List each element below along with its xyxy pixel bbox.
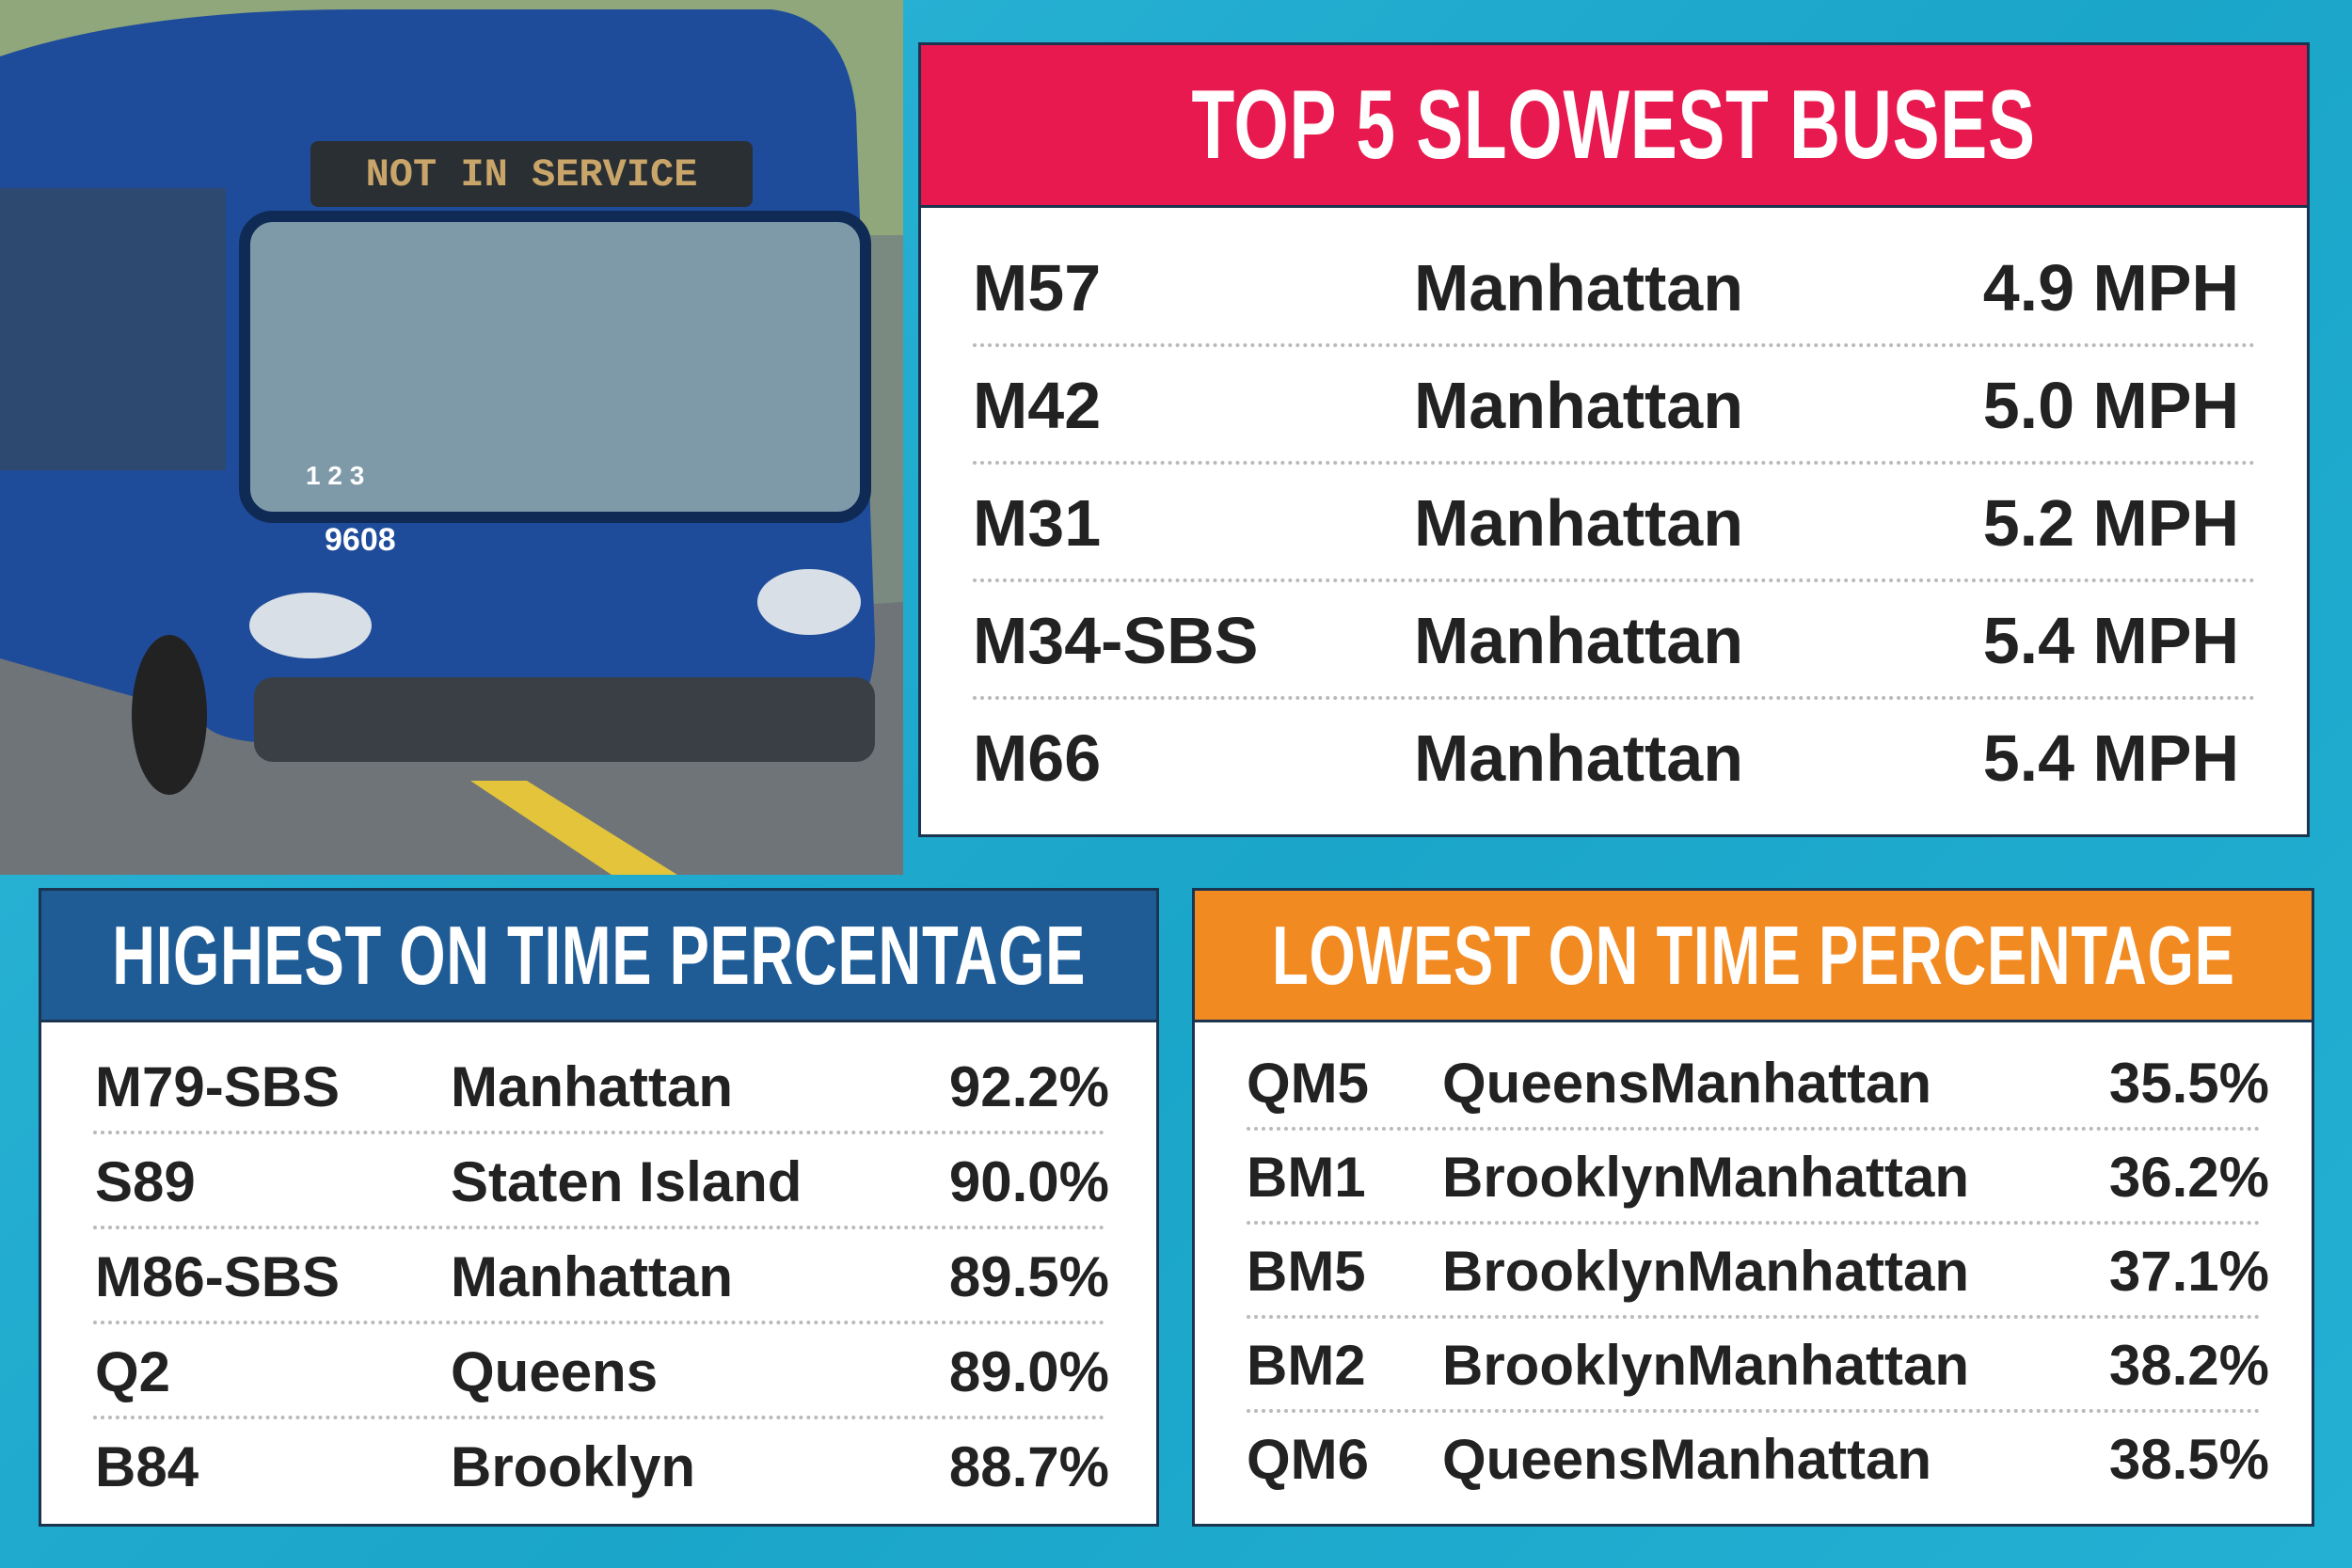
borough: Manhattan — [1414, 369, 1743, 442]
windshield — [239, 211, 871, 523]
panel-title: LOWEST ON TIME PERCENTAGE — [1271, 908, 2235, 1002]
borough: Manhattan — [451, 1055, 733, 1118]
table-row: BM1 BrooklynManhattan 36.2% — [1247, 1131, 2269, 1225]
borough: Manhattan — [1414, 721, 1743, 795]
borough: Queens — [451, 1340, 659, 1403]
route: QM6 — [1247, 1428, 1370, 1491]
table-row: BM5 BrooklynManhattan 37.1% — [1247, 1225, 2269, 1319]
table-row: M57 Manhattan 4.9 MPH — [973, 230, 2255, 347]
table-row: BM2 BrooklynManhattan 38.2% — [1247, 1319, 2269, 1413]
route: BM2 — [1247, 1334, 1366, 1397]
figure: 35.5% — [2108, 1052, 2269, 1115]
figure: 38.2% — [2108, 1334, 2269, 1397]
figure: 5.4 MPH — [1982, 721, 2239, 795]
table-row: M86-SBS Manhattan 89.5% — [93, 1229, 1109, 1324]
borough: Brooklyn — [451, 1435, 696, 1498]
figure: 5.2 MPH — [1982, 486, 2239, 560]
side-windows — [0, 188, 226, 470]
highest-panel: HIGHEST ON TIME PERCENTAGE M79-SBS Manhatt… — [39, 888, 1159, 1527]
headlight — [757, 569, 861, 635]
borough: Manhattan — [1414, 486, 1743, 560]
table-row: QM5 QueensManhattan 35.5% — [1247, 1037, 2269, 1131]
slowest-panel: TOP 5 SLOWEST BUSES M57 Manhattan 4.9 MPH M4… — [918, 42, 2310, 837]
lowest-panel: LOWEST ON TIME PERCENTAGE QM5 QueensManhat… — [1192, 888, 2314, 1527]
route: M79-SBS — [95, 1055, 341, 1118]
bus-number: 9608 — [325, 522, 396, 558]
route: M86-SBS — [95, 1245, 341, 1308]
bus-photo: NOT IN SERVICE 9608 1 2 3 — [0, 0, 903, 875]
panel-header: TOP 5 SLOWEST BUSES — [921, 45, 2307, 208]
figure: 90.0% — [948, 1150, 1109, 1213]
borough: Manhattan — [451, 1245, 733, 1308]
route: M42 — [973, 369, 1102, 442]
route: M57 — [973, 251, 1102, 325]
figure: 36.2% — [2108, 1146, 2269, 1209]
borough: Manhattan — [1414, 604, 1743, 677]
panel-header: HIGHEST ON TIME PERCENTAGE — [41, 891, 1156, 1022]
figure: 89.0% — [948, 1340, 1109, 1403]
borough: BrooklynManhattan — [1442, 1334, 1970, 1397]
table-row: B84 Brooklyn 88.7% — [93, 1419, 1109, 1514]
route: M31 — [973, 486, 1102, 560]
route-display: 1 2 3 — [306, 461, 364, 490]
borough: QueensManhattan — [1442, 1052, 1932, 1115]
headlight — [249, 593, 372, 658]
table-row: QM6 QueensManhattan 38.5% — [1247, 1413, 2269, 1507]
panel-header: LOWEST ON TIME PERCENTAGE — [1195, 891, 2312, 1022]
borough: BrooklynManhattan — [1442, 1146, 1970, 1209]
table-row: S89 Staten Island 90.0% — [93, 1134, 1109, 1229]
destination-sign — [310, 141, 753, 207]
sign-text: NOT IN SERVICE — [366, 152, 698, 198]
panel-title: HIGHEST ON TIME PERCENTAGE — [112, 908, 1086, 1002]
panel-title: TOP 5 SLOWEST BUSES — [1191, 70, 2037, 180]
borough: QueensManhattan — [1442, 1428, 1932, 1491]
table-row: Q2 Queens 89.0% — [93, 1324, 1109, 1419]
route: Q2 — [95, 1340, 171, 1403]
bumper — [254, 677, 875, 762]
route: M66 — [973, 721, 1102, 795]
route: BM5 — [1247, 1240, 1366, 1303]
borough: BrooklynManhattan — [1442, 1240, 1970, 1303]
borough: Staten Island — [451, 1150, 803, 1213]
route: S89 — [95, 1150, 196, 1213]
table-row: M31 Manhattan 5.2 MPH — [973, 465, 2255, 582]
table-row: M34-SBS Manhattan 5.4 MPH — [973, 582, 2255, 700]
borough: Manhattan — [1414, 251, 1743, 325]
figure: 38.5% — [2108, 1428, 2269, 1491]
wheel — [132, 635, 207, 795]
table-row: M66 Manhattan 5.4 MPH — [973, 700, 2255, 817]
table-row: M42 Manhattan 5.0 MPH — [973, 347, 2255, 465]
figure: 4.9 MPH — [1982, 251, 2239, 325]
figure: 89.5% — [948, 1245, 1109, 1308]
figure: 5.4 MPH — [1982, 604, 2239, 677]
route: QM5 — [1247, 1052, 1370, 1115]
figure: 92.2% — [948, 1055, 1109, 1118]
figure: 5.0 MPH — [1982, 369, 2239, 442]
road-line — [470, 781, 677, 875]
route: B84 — [95, 1435, 199, 1498]
table-row: M79-SBS Manhattan 92.2% — [93, 1039, 1109, 1134]
figure: 88.7% — [948, 1435, 1109, 1498]
route: BM1 — [1247, 1146, 1366, 1209]
route: M34-SBS — [973, 604, 1259, 677]
figure: 37.1% — [2108, 1240, 2269, 1303]
